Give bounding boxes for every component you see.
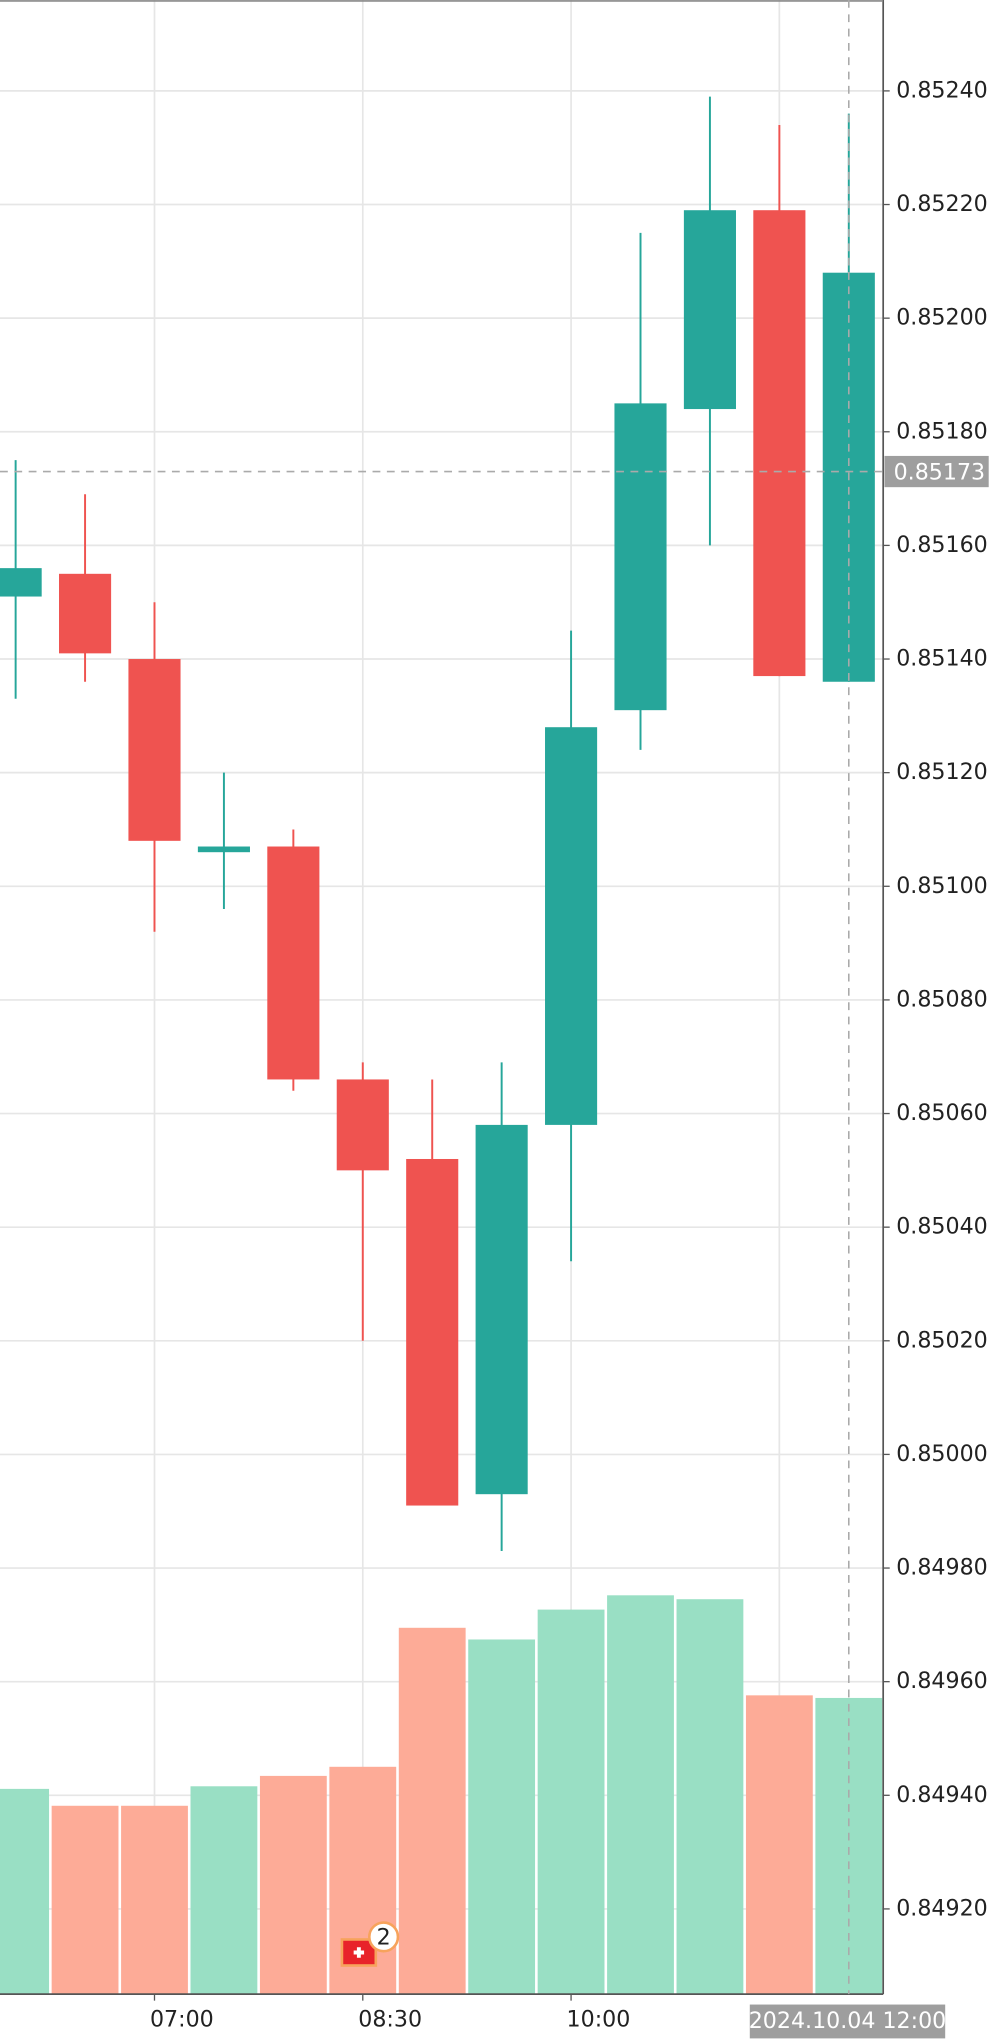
volume-bar [190,1786,258,1995]
y-tick-label: 0.85120 [896,759,988,785]
y-tick-label: 0.84980 [896,1555,988,1581]
y-tick-label: 0.85160 [896,532,988,558]
y-tick-label: 0.84920 [896,1895,988,1921]
volume-bar [51,1805,119,1995]
x-tick-label: 08:30 [358,2007,422,2033]
x-tick-label: 07:00 [150,2007,214,2033]
y-tick-label: 0.84960 [896,1668,988,1694]
volume-bar [398,1627,466,1995]
y-tick-label: 0.85140 [896,646,988,672]
candle-body [475,1124,528,1495]
price-label-box [884,455,989,488]
candle-body [753,210,806,677]
candle-body [545,727,598,1125]
candle-body [128,659,181,841]
y-tick-label: 0.85220 [896,191,988,217]
event-count: 2 [377,1925,391,1951]
y-tick-label: 0.85040 [896,1214,988,1240]
volume-bar [745,1695,813,1995]
y-tick-label: 0.84940 [896,1782,988,1808]
candle-body [59,573,112,654]
y-tick-label: 0.85060 [896,1100,988,1126]
volume-bar [676,1599,744,1995]
volume-bar [468,1639,536,1995]
volume-bar [537,1609,605,1995]
y-tick-label: 0.85180 [896,418,988,444]
time-label-box [749,2004,946,2039]
crosshair-price-label: 0.85173 [894,459,986,485]
y-tick-label: 0.85020 [896,1327,988,1353]
y-tick-label: 0.85100 [896,873,988,899]
crosshair-time-label: 2024.10.04 12:00 [749,2008,947,2034]
candle-body [336,1079,389,1171]
volume-bar [607,1595,674,1995]
candle-body [267,846,320,1080]
y-tick-label: 0.85200 [896,305,988,331]
candle-body [683,210,736,410]
y-tick-label: 0.85000 [896,1441,988,1467]
candle-body [197,846,250,853]
event-badge [367,1921,400,1953]
y-tick-label: 0.85240 [896,77,988,103]
flag-cross [353,1947,365,1958]
x-tick-label: 10:00 [567,2007,631,2033]
volume-bar [121,1805,188,1995]
candle-body [406,1158,459,1506]
candle-body [0,568,42,597]
candle-body [614,403,667,711]
volume-bar [259,1775,327,1995]
y-tick-label: 0.85080 [896,986,988,1012]
volume-bar [0,1788,50,1995]
